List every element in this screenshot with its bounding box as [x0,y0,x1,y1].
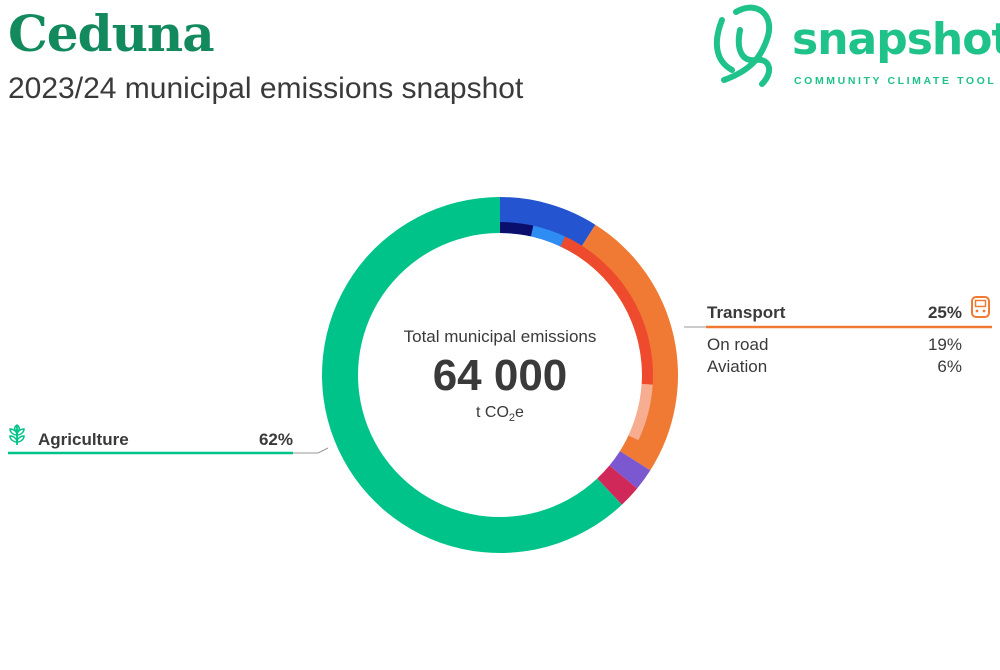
page-title: Ceduna [8,4,215,63]
page-subtitle: 2023/24 municipal emissions snapshot [8,72,524,105]
snapshot-fingerprint-icon [713,4,773,87]
legend-agriculture: Agriculture 62% [38,430,293,450]
inner-ring [500,222,653,441]
legend-aviation: Aviation 6% [707,357,962,377]
center-unit: t CO2e [476,404,524,425]
donut-slice-electricity-b [530,225,566,247]
legend-on-road-value: 19% [927,335,962,354]
donut-slice-electricity-a [500,222,534,237]
donut-slice-agriculture [322,197,622,553]
legend-agriculture-label: Agriculture [38,430,129,449]
legend-transport: Transport 25% [707,303,962,323]
donut-slice-on-road [560,236,653,385]
logo-wordmark: snapshot [792,14,1000,65]
legend-agriculture-value: 62% [258,430,293,449]
snapshot-logo: snapshot COMMUNITY CLIMATE TOOL [712,0,1000,92]
legend-aviation-value: 6% [937,357,962,376]
legend-transport-value: 25% [927,303,962,322]
legend-transport-label: Transport [707,303,786,322]
center-total: 64 000 [432,351,568,400]
donut-slice-aviation [628,383,653,441]
logo-tagline: COMMUNITY CLIMATE TOOL [794,75,997,87]
legend-on-road: On road 19% [707,335,962,355]
leaf-sprout-icon [9,424,25,445]
train-icon [971,296,990,318]
legend-on-road-label: On road [707,335,769,354]
legend-aviation-label: Aviation [707,357,768,376]
center-label: Total municipal emissions [403,327,597,346]
donut-slice-transport [576,224,678,471]
donut-slice-waste-b [597,465,638,505]
donut-slice-waste-a [609,451,651,489]
